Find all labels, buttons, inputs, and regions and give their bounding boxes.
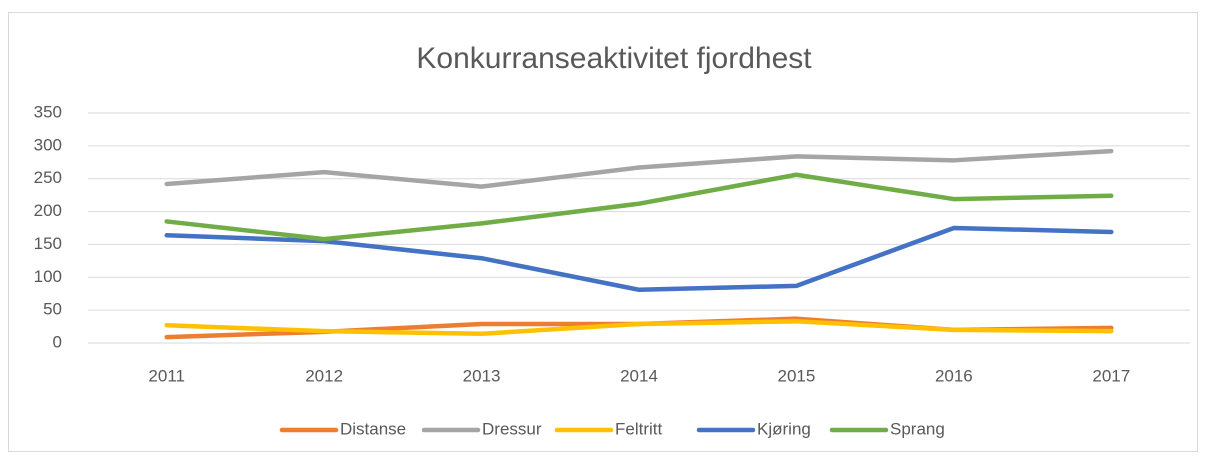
series-line — [164, 148, 1114, 189]
x-tick-label: 2016 — [935, 366, 973, 385]
chart-title: Konkurranseaktivitet fjordhest — [416, 42, 812, 75]
y-tick-label: 200 — [34, 201, 62, 220]
legend-label: Distanse — [340, 419, 406, 438]
x-tick-label: 2014 — [620, 366, 658, 385]
y-tick-label: 100 — [34, 267, 62, 286]
series-line — [164, 172, 1114, 242]
legend-label: Dressur — [482, 419, 542, 438]
y-tick-label: 350 — [34, 102, 62, 121]
y-tick-label: 0 — [53, 332, 62, 351]
y-tick-label: 150 — [34, 234, 62, 253]
x-tick-label: 2013 — [463, 366, 501, 385]
y-tick-label: 300 — [34, 135, 62, 154]
x-tick-label: 2015 — [778, 366, 816, 385]
series-line — [164, 319, 1114, 337]
chart-frame — [8, 12, 1198, 452]
legend-label: Kjøring — [757, 419, 811, 438]
x-tick-label: 2011 — [148, 366, 185, 385]
x-tick-label: 2012 — [305, 366, 343, 385]
x-tick-label: 2017 — [1092, 366, 1130, 385]
legend-label: Feltritt — [615, 419, 663, 438]
legend-label: Sprang — [890, 419, 945, 438]
y-tick-label: 50 — [43, 300, 62, 319]
y-tick-label: 250 — [34, 168, 62, 187]
